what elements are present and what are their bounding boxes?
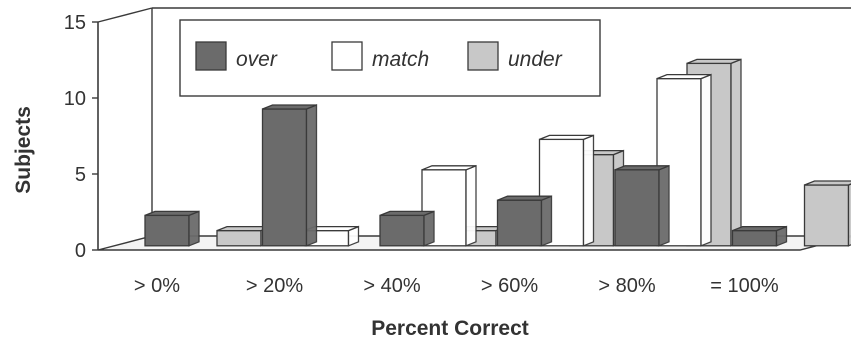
bar-side — [730, 58, 742, 247]
bar-top — [732, 225, 787, 232]
x-tick-label: > 40% — [363, 275, 420, 297]
bar-side — [540, 195, 553, 247]
bar-top — [656, 73, 712, 80]
bar-top — [144, 210, 200, 217]
x-tick-label: > 80% — [598, 275, 655, 297]
legend-swatch-under — [467, 41, 499, 71]
bar-side — [658, 164, 670, 247]
y-tick-label: 5 — [75, 164, 86, 186]
x-tick-label: > 20% — [246, 275, 303, 297]
y-tick-label: 15 — [64, 12, 86, 34]
bar-over-2 — [379, 210, 435, 247]
bar-top — [804, 180, 851, 186]
legend-swatch-over — [195, 41, 227, 71]
legend-swatch-match — [331, 41, 363, 71]
bar-front — [731, 229, 778, 247]
bar-front — [379, 214, 425, 247]
x-tick-label: = 100% — [710, 275, 779, 297]
bar-side — [847, 183, 851, 247]
bar-front — [803, 184, 850, 247]
bar-match-2 — [421, 164, 477, 247]
bar-top — [262, 104, 317, 110]
bar-front — [216, 229, 262, 247]
bar-top — [539, 134, 594, 141]
y-tick-label: 10 — [64, 88, 86, 110]
legend-label-under: under — [508, 48, 563, 71]
bar-side — [423, 210, 435, 247]
bar-over-3 — [496, 195, 553, 247]
bar-over-5 — [731, 225, 788, 247]
bar-under-5 — [803, 180, 851, 247]
bar-match-3 — [538, 134, 595, 247]
y-axis-ticks: 0 5 10 15 — [64, 12, 98, 262]
x-axis-ticks: > 0% > 20% > 40% > 60% > 80% = 100% — [134, 275, 779, 297]
bar-top — [614, 165, 670, 171]
bar-side — [465, 164, 477, 247]
bars — [144, 58, 851, 247]
bar-side — [582, 134, 595, 247]
legend-label-over: over — [236, 48, 278, 71]
bar-side — [700, 73, 712, 247]
bar-side — [188, 210, 200, 247]
y-tick-label: 0 — [75, 240, 86, 262]
bar-side — [305, 104, 318, 247]
side-wall-top — [97, 7, 153, 23]
y-axis-title: Subjects — [12, 106, 35, 194]
bar-front — [261, 108, 308, 247]
legend: over match under — [179, 19, 601, 97]
bar-over-0 — [144, 210, 200, 247]
x-tick-label: > 0% — [134, 275, 180, 297]
bar-top — [686, 58, 742, 65]
x-axis-title: Percent Correct — [371, 317, 529, 340]
bar-front — [614, 169, 660, 247]
bar-over-1 — [261, 104, 318, 247]
bar-top — [497, 195, 552, 201]
bar-top — [379, 210, 435, 217]
bar-front — [144, 214, 190, 247]
legend-label-match: match — [372, 48, 429, 71]
bar-top — [421, 165, 477, 171]
bar-front — [496, 199, 543, 247]
x-tick-label: > 60% — [481, 275, 538, 297]
bar-over-4 — [614, 164, 670, 247]
legend-box — [179, 19, 601, 97]
